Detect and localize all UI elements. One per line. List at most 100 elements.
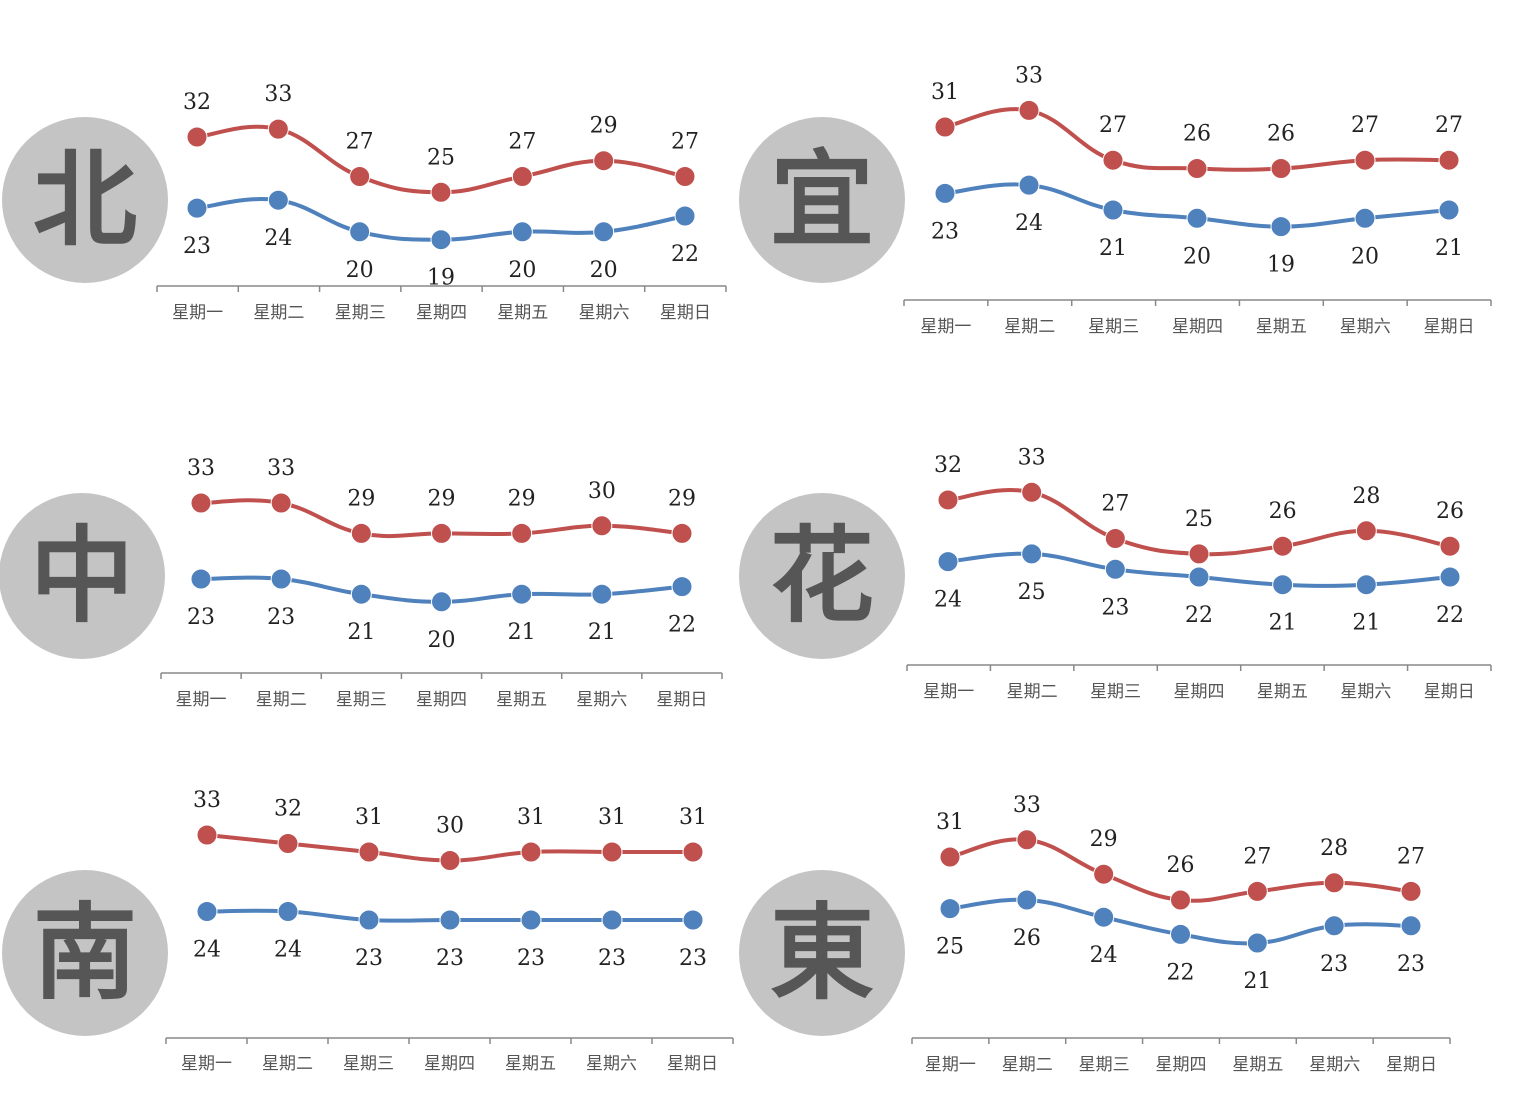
high-temp-label: 33: [193, 788, 221, 813]
high-temp-point: [277, 833, 299, 854]
low-temp-point: [1186, 207, 1208, 229]
region-badge: 花: [739, 493, 905, 659]
high-temp-label: 26: [1269, 499, 1297, 524]
high-temp-point: [349, 166, 371, 187]
low-temp-label: 23: [187, 605, 215, 630]
chart-panel: 星期一 星期二 星期三 星期四 星期五 星期六 星期日 31 33 29 26 27 28 27 25 26 2…: [911, 793, 1451, 1075]
low-temp-label: 21: [508, 620, 536, 645]
high-temp-label: 31: [931, 80, 959, 105]
low-temp-label: 25: [936, 935, 964, 960]
region-badge: 中: [0, 493, 165, 659]
low-temp-label: 24: [1015, 211, 1043, 236]
low-temp-label: 23: [1320, 952, 1348, 977]
high-temp-point: [1102, 149, 1124, 171]
region-name: 宜: [769, 139, 874, 261]
region-name: 東: [769, 892, 874, 1014]
low-temp-point: [1400, 915, 1422, 937]
low-temp-label: 20: [346, 258, 374, 283]
region-name: 南: [32, 892, 137, 1014]
high-temp-label: 32: [183, 90, 211, 115]
low-temp-point: [511, 583, 533, 605]
low-temp-point: [430, 229, 452, 251]
low-temp-point: [190, 568, 212, 590]
high-temp-point: [520, 841, 542, 863]
low-temp-label: 23: [1101, 595, 1129, 620]
low-temp-label: 19: [1267, 253, 1295, 278]
high-temp-point: [1270, 158, 1292, 179]
x-tick-label: 星期日: [1386, 1055, 1437, 1075]
low-temp-point: [196, 901, 218, 922]
x-tick-label: 星期五: [1232, 1055, 1283, 1075]
high-temp-point: [1021, 481, 1043, 503]
low-temp-label: 23: [931, 219, 959, 244]
low-temp-label: 23: [267, 605, 295, 630]
low-temp-point: [186, 197, 208, 219]
x-tick-label: 星期三: [1088, 317, 1139, 337]
x-tick-label: 星期一: [176, 690, 227, 710]
low-temp-point: [1355, 574, 1377, 596]
x-tick-label: 星期五: [1257, 682, 1308, 702]
low-temp-point: [1272, 574, 1294, 596]
high-temp-label: 27: [1351, 113, 1379, 138]
chart-panel: 星期一 星期二 星期三 星期四 星期五 星期六 星期日 33 33 29 29 29 30 29 23 23 2…: [160, 456, 723, 710]
high-temp-label: 26: [1267, 122, 1295, 147]
high-temp-label: 33: [267, 456, 295, 481]
low-temp-label: 21: [1243, 969, 1271, 994]
high-temp-label: 29: [590, 114, 618, 139]
x-tick-label: 星期三: [343, 1054, 394, 1074]
low-temp-label: 20: [428, 628, 456, 653]
x-tick-label: 星期六: [579, 303, 630, 323]
high-temp-point: [1354, 149, 1376, 171]
high-temp-point: [1400, 880, 1422, 902]
low-temp-label: 21: [1269, 611, 1297, 636]
high-temp-point: [350, 522, 372, 544]
x-tick-label: 星期五: [497, 303, 548, 323]
x-tick-label: 星期四: [1172, 317, 1223, 337]
high-temp-label: 30: [436, 814, 464, 839]
high-temp-label: 29: [1090, 827, 1118, 852]
x-tick-label: 星期四: [424, 1054, 475, 1074]
low-temp-label: 21: [588, 620, 616, 645]
low-temp-point: [1093, 906, 1115, 928]
low-temp-label: 22: [1185, 603, 1213, 628]
low-temp-label: 22: [1167, 960, 1195, 985]
low-temp-point: [277, 901, 299, 922]
low-temp-point: [591, 583, 613, 605]
low-temp-point: [1016, 889, 1038, 911]
x-tick-label: 星期六: [1340, 317, 1391, 337]
x-tick-label: 星期日: [1424, 682, 1475, 702]
high-temp-label: 26: [1436, 499, 1464, 524]
low-temp-point: [1188, 566, 1210, 588]
chart-panel: 星期一 星期二 星期三 星期四 星期五 星期六 星期日 31 33 27 26 26 27 27 23 24 2…: [903, 63, 1492, 337]
high-temp-point: [1355, 520, 1377, 542]
high-temp-point: [1018, 99, 1040, 121]
high-temp-label: 27: [346, 130, 374, 155]
high-temp-point: [511, 522, 533, 544]
high-temp-label: 27: [1243, 844, 1271, 869]
low-temp-label: 20: [508, 258, 536, 283]
high-temp-point: [270, 492, 292, 514]
x-tick-label: 星期一: [181, 1054, 232, 1074]
low-temp-point: [934, 182, 956, 204]
low-temp-label: 25: [1018, 580, 1046, 605]
low-temp-point: [1102, 199, 1124, 221]
x-tick-label: 星期二: [262, 1054, 313, 1074]
high-temp-label: 26: [1183, 122, 1211, 147]
high-temp-point: [939, 846, 961, 868]
high-temp-point: [674, 166, 696, 187]
x-tick-label: 星期五: [496, 690, 547, 710]
x-tick-label: 星期四: [416, 303, 467, 323]
high-temp-point: [934, 116, 956, 138]
x-tick-label: 星期一: [925, 1055, 976, 1075]
high-temp-point: [601, 841, 623, 863]
low-temp-label: 24: [934, 588, 962, 613]
low-temp-label: 20: [590, 258, 618, 283]
x-tick-label: 星期六: [1309, 1055, 1360, 1075]
chart-panel: 星期一 星期二 星期三 星期四 星期五 星期六 星期日 32 33 27 25 26 28 26 24 25 2…: [906, 445, 1492, 702]
high-temp-point: [358, 841, 380, 863]
high-temp-label: 26: [1167, 853, 1195, 878]
low-temp-label: 26: [1013, 926, 1041, 951]
region-name: 中: [29, 515, 134, 637]
high-temp-point: [1186, 158, 1208, 179]
region-name: 花: [769, 515, 874, 637]
